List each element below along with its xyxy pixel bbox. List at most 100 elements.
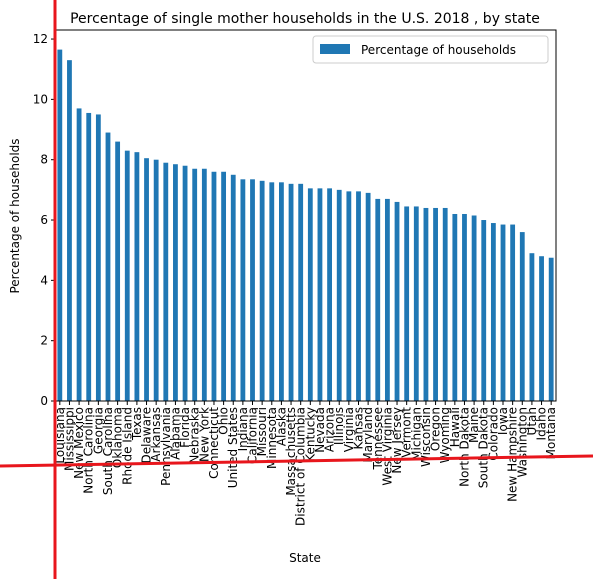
x-tick-label: Kentucky: [303, 407, 317, 462]
x-tick-label: Ohio: [217, 407, 231, 435]
x-tick-label: Mississippi: [62, 407, 76, 471]
y-tick-label: 12: [33, 32, 48, 46]
y-tick-label: 6: [40, 213, 48, 227]
bar: [240, 179, 246, 401]
x-tick-label: Maryland: [361, 407, 375, 463]
x-tick-label: Michigan: [409, 407, 423, 461]
bar: [462, 213, 467, 401]
bar: [433, 207, 438, 401]
x-tick-label: Oklahoma: [111, 407, 125, 468]
x-tick-label: North Carolina: [82, 407, 96, 494]
bar: [336, 189, 342, 401]
bar: [86, 112, 92, 402]
bar: [76, 108, 82, 402]
x-tick-label: United States: [226, 407, 240, 488]
x-tick-label: Idaho: [535, 407, 549, 440]
x-tick-label: Colorado: [486, 407, 500, 461]
x-tick-label: Montana: [544, 407, 558, 459]
x-tick-label: Missouri: [255, 407, 269, 456]
x-tick-label: Kansas: [351, 407, 365, 449]
bar: [115, 141, 121, 401]
bar: [124, 150, 130, 401]
bar: [259, 180, 265, 401]
x-tick-label: Iowa: [496, 407, 510, 435]
bar: [346, 191, 352, 401]
y-tick-label: 0: [40, 394, 48, 408]
x-tick-label: West Virginia: [380, 407, 394, 486]
bar: [442, 207, 448, 401]
legend-swatch: [320, 44, 350, 54]
bar: [529, 253, 535, 401]
x-tick-label: Arkansas: [149, 407, 163, 462]
x-tick-label: Illinois: [332, 407, 346, 445]
x-tick-label: Connecticut: [207, 407, 221, 479]
bar: [539, 256, 544, 401]
x-tick-label: Vermont: [400, 407, 414, 458]
bar: [481, 220, 487, 401]
bar: [375, 198, 381, 401]
bar: [510, 224, 516, 401]
bar: [394, 201, 400, 401]
x-tick-label: District of Columbia: [294, 407, 308, 526]
bar: [67, 60, 72, 402]
annotation-line: [0, 454, 593, 468]
x-tick-label: Alabama: [168, 407, 182, 460]
bar: [95, 114, 101, 401]
x-tick-label: Tennessee: [371, 407, 385, 471]
x-tick-label: New Mexico: [72, 407, 86, 479]
x-tick-label: New Jersey: [390, 407, 404, 474]
x-tick-label: Wisconsin: [419, 407, 433, 467]
bar: [250, 179, 255, 401]
x-tick-label: Nevada: [313, 407, 327, 453]
bar: [548, 257, 554, 401]
x-tick-label: Wyoming: [438, 407, 452, 463]
x-tick-label: Alaska: [274, 407, 288, 446]
bar: [269, 182, 275, 401]
bar: [182, 165, 188, 401]
legend-box: [312, 35, 549, 64]
bar: [327, 188, 332, 401]
x-tick-label: Virginia: [342, 407, 356, 452]
x-tick-label: Delaware: [140, 407, 154, 464]
bar: [423, 207, 429, 401]
x-tick-label: Georgia: [91, 407, 105, 454]
legend: Percentage of households: [312, 35, 549, 64]
bar: [452, 213, 458, 401]
x-tick-label: Nebraska: [188, 407, 202, 464]
bar: [404, 206, 410, 401]
bar: [519, 232, 525, 401]
x-tick-label: South Dakota: [477, 407, 491, 488]
bar: [211, 171, 217, 401]
bar: [413, 206, 419, 401]
x-tick-label: Maine: [467, 407, 481, 443]
bar: [163, 162, 169, 401]
x-tick-label: California: [246, 407, 260, 464]
legend-label: Percentage of households: [361, 43, 516, 57]
bar: [221, 171, 227, 401]
x-tick-label: Massachusetts: [284, 407, 298, 496]
x-tick-label: Minnesota: [265, 407, 279, 469]
x-axis-label: State: [289, 551, 321, 565]
x-tick-label: Pennsylvania: [159, 407, 173, 486]
bar: [144, 158, 149, 401]
y-tick-label: 2: [40, 334, 48, 348]
bar: [173, 164, 178, 401]
x-tick-label: Utah: [525, 407, 539, 435]
bar: [230, 174, 236, 401]
bar: [365, 192, 371, 401]
bar: [356, 191, 361, 401]
x-tick-label: New York: [197, 407, 211, 462]
bar: [192, 168, 198, 401]
y-tick-label: 8: [40, 153, 48, 167]
bar: [298, 183, 304, 401]
bar: [500, 224, 506, 401]
bar: [471, 215, 477, 401]
bar: [201, 168, 207, 401]
bar: [134, 152, 140, 401]
bar: [153, 159, 159, 401]
x-tick-label: South Carolina: [101, 407, 115, 495]
chart-title: Percentage of single mother households i…: [70, 11, 540, 27]
bar: [279, 182, 284, 401]
x-tick-label: Oregon: [429, 407, 443, 451]
